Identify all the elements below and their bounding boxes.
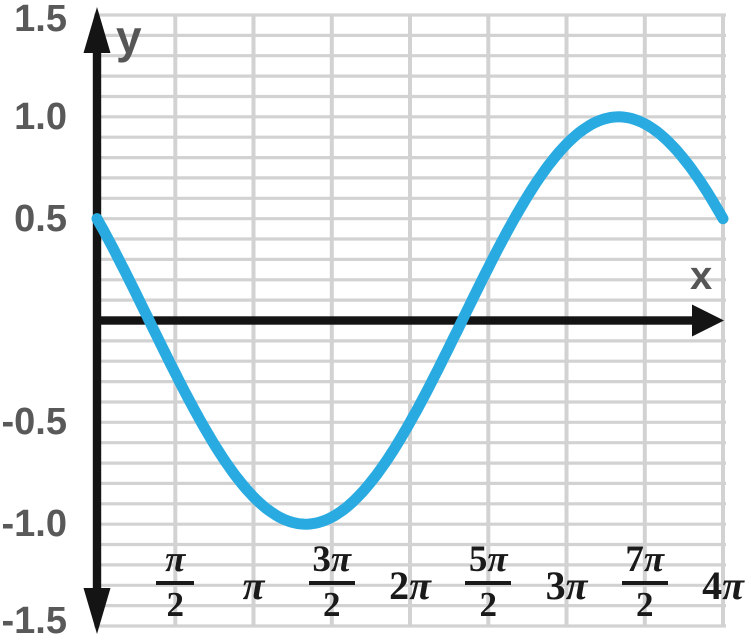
x-tick-label-fraction: 3π 2 — [308, 539, 355, 624]
x-tick-label-fraction: 5π 2 — [465, 539, 512, 624]
y-tick-label: 1.5 — [14, 0, 67, 40]
sine-curve — [91, 111, 729, 530]
fraction-bar — [308, 581, 355, 585]
fraction-numerator: π — [156, 540, 194, 580]
fraction-bar — [156, 581, 195, 585]
pi-glyph: π — [330, 539, 352, 580]
y-axis-arrow-up — [83, 7, 111, 53]
pi-glyph: π — [409, 563, 431, 608]
fraction-numerator: 5π — [468, 539, 508, 580]
y-tick-label: -1.5 — [1, 600, 67, 641]
y-axis-arrow-down — [83, 588, 111, 634]
x-axis-arrow-right — [692, 304, 724, 337]
fraction-denominator: 2 — [479, 585, 498, 624]
fraction-bar — [465, 581, 512, 585]
x-tick-label: 3π — [545, 563, 588, 608]
x-tick-label: 4π — [702, 563, 744, 608]
y-axis-label: y — [116, 11, 142, 63]
fraction-denominator: 2 — [323, 585, 341, 624]
x-tick-label-fraction: 7π 2 — [621, 539, 668, 624]
x-axis-line — [93, 316, 696, 325]
x-tick-label: π — [243, 565, 265, 607]
fraction-denominator: 2 — [166, 585, 185, 624]
pi-glyph: π — [643, 539, 665, 580]
fraction-denominator: 2 — [636, 585, 654, 624]
fraction-numerator: 7π — [625, 539, 665, 580]
pi-glyph: π — [565, 563, 588, 608]
pi-glyph: π — [242, 563, 265, 608]
y-tick-label: 1.0 — [14, 95, 67, 138]
pi-glyph: π — [722, 563, 744, 608]
y-tick-label: -1.0 — [1, 503, 67, 546]
y-tick-label: 0.5 — [14, 197, 67, 240]
y-tick-label: -0.5 — [1, 401, 67, 444]
pi-glyph: π — [165, 539, 186, 580]
fraction-numerator: 3π — [312, 539, 352, 580]
x-axis-label: x — [690, 254, 713, 298]
x-tick-label: 2π — [389, 563, 431, 608]
fraction-bar — [621, 581, 668, 585]
pi-glyph: π — [487, 539, 508, 580]
